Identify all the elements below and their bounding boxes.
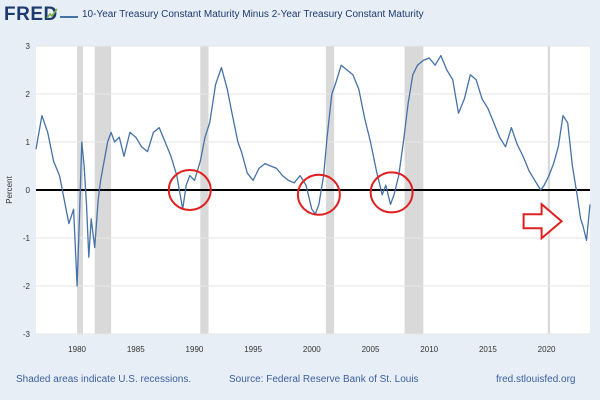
y-tick-label: 1 [26,138,31,147]
y-tick-label: 2 [26,90,31,99]
source-note[interactable]: Source: Federal Reserve Bank of St. Loui… [229,374,419,385]
x-tick-label: 1980 [68,345,86,354]
y-tick-label: -3 [23,330,31,339]
legend-label: 10-Year Treasury Constant Maturity Minus… [82,9,424,20]
annotation-arrow [522,202,564,241]
y-tick-label: 3 [26,42,31,51]
x-tick-label: 2010 [420,345,438,354]
series-line [35,54,591,287]
annotation-circle [369,171,414,214]
x-tick-label: 1985 [127,345,145,354]
x-tick-label: 1990 [186,345,204,354]
site-link[interactable]: fred.stlouisfed.org [496,374,576,385]
y-tick-label: -1 [23,234,31,243]
x-tick-label: 2000 [303,345,321,354]
chart-header: FRED 10-Year Treasury Constant Maturity … [0,0,600,34]
x-tick-label: 2005 [362,345,380,354]
x-tick-label: 2015 [479,345,497,354]
y-tick-label: -2 [23,282,31,291]
y-tick-label: 0 [26,186,31,195]
recession-note: Shaded areas indicate U.S. recessions. [16,374,192,385]
logo-chart-icon [46,8,58,19]
fred-logo[interactable]: FRED [4,4,58,25]
annotation-circle [167,169,212,211]
annotation-circle [296,173,341,216]
x-tick-label: 1995 [244,345,262,354]
x-tick-label: 2020 [538,345,556,354]
y-axis-label: Percent [5,175,14,203]
legend-swatch [60,16,78,18]
